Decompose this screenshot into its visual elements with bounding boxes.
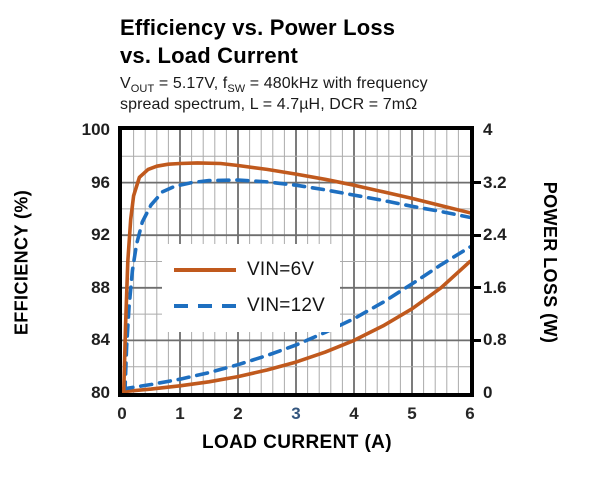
- series-efficiency-vin-6v: [122, 161, 470, 393]
- chart-legend: VIN=6V VIN=12V: [162, 244, 340, 332]
- legend-item-vin6: VIN=6V: [174, 259, 340, 281]
- y-tick-left: 96: [91, 172, 110, 192]
- series-power-loss-vin-6v: [122, 259, 470, 393]
- y-axis-title-right: POWER LOSS (W): [540, 181, 560, 344]
- right-axis-tick-mark: [474, 233, 481, 237]
- series-efficiency-vin-12v: [123, 178, 470, 393]
- y-tick-left: 100: [81, 120, 110, 139]
- right-axis-tick-mark: [474, 181, 481, 185]
- y-tick-right: 2.4: [483, 225, 507, 245]
- chart-title-line2: vs. Load Current: [120, 43, 299, 68]
- legend-item-vin12: VIN=12V: [174, 295, 340, 317]
- x-tick: 0: [117, 404, 127, 423]
- x-tick: 5: [407, 404, 417, 423]
- chart-title-line1: Efficiency vs. Power Loss: [120, 15, 396, 40]
- y-tick-right: 0: [483, 383, 493, 402]
- subtitle-subscript: OUT: [130, 83, 155, 96]
- y-tick-right: 1.6: [483, 277, 507, 297]
- right-axis-tick-mark: [474, 338, 481, 342]
- x-tick: 3: [291, 404, 301, 423]
- chart-title-block: Efficiency vs. Power Loss vs. Load Curre…: [120, 14, 590, 115]
- y-tick-right: 0.8: [483, 330, 507, 350]
- y-tick-left: 88: [91, 277, 110, 297]
- y-tick-right: 3.2: [483, 172, 507, 192]
- y-axis-title-left: EFFICIENCY (%): [11, 189, 32, 336]
- subtitle-text: = 480kHz with frequency: [245, 75, 428, 92]
- subtitle-text: = 5.17V, f: [154, 75, 228, 92]
- y-tick-right: 4: [483, 120, 493, 139]
- x-tick: 1: [175, 404, 185, 423]
- subtitle-text: V: [120, 75, 131, 92]
- subtitle-subscript: SW: [227, 83, 246, 96]
- y-tick-left: 84: [91, 330, 110, 350]
- legend-line-dashed: [174, 304, 236, 309]
- x-tick: 4: [349, 404, 359, 423]
- chart-subtitle: VOUT = 5.17V, fSW = 480kHz with frequenc…: [120, 73, 590, 115]
- legend-label-vin6: VIN=6V: [247, 258, 315, 280]
- legend-label-vin12: VIN=12V: [247, 295, 325, 317]
- y-tick-left: 92: [91, 225, 110, 245]
- series-power-loss-vin-12v: [122, 245, 470, 391]
- right-axis-tick-mark: [474, 286, 481, 290]
- y-tick-left: 80: [91, 383, 110, 402]
- x-tick: 2: [233, 404, 243, 423]
- legend-line-solid: [174, 267, 236, 272]
- chart-plot-area: VIN=6V VIN=12V: [118, 126, 474, 397]
- x-tick: 6: [465, 404, 475, 423]
- subtitle-text: spread spectrum, L = 4.7µH, DCR = 7mΩ: [120, 96, 418, 113]
- x-axis-title: LOAD CURRENT (A): [201, 432, 393, 453]
